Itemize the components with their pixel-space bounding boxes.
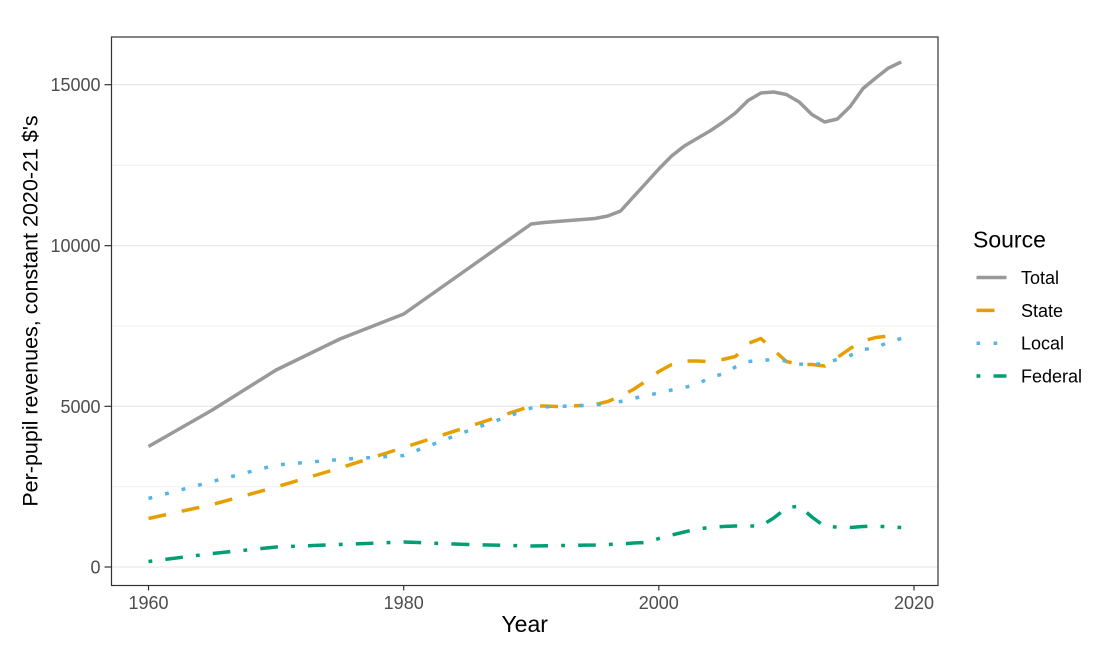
svg-text:State: State — [1021, 301, 1063, 321]
svg-text:Federal: Federal — [1021, 367, 1082, 387]
svg-text:10000: 10000 — [50, 236, 100, 256]
svg-text:15000: 15000 — [50, 75, 100, 95]
svg-text:2020: 2020 — [894, 593, 934, 613]
svg-text:2000: 2000 — [639, 593, 679, 613]
svg-text:0: 0 — [90, 558, 100, 578]
svg-text:Year: Year — [501, 611, 548, 637]
svg-text:5000: 5000 — [60, 397, 100, 417]
svg-text:Source: Source — [973, 227, 1046, 253]
svg-text:Per-pupil revenues, constant 2: Per-pupil revenues, constant 2020-21 $'s — [19, 115, 43, 506]
svg-text:1980: 1980 — [384, 593, 424, 613]
svg-text:Local: Local — [1021, 334, 1064, 354]
svg-text:Total: Total — [1021, 268, 1059, 288]
svg-text:1960: 1960 — [128, 593, 168, 613]
